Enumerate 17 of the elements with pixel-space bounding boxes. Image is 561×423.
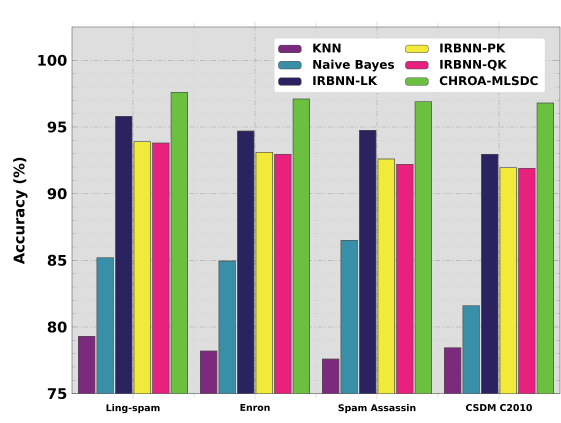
legend-label: IRBNN-QK: [440, 60, 507, 70]
legend-label: IRBNN-PK: [440, 44, 506, 52]
x-tick-label: Ling-spam: [106, 404, 160, 414]
y-tick-label: 95: [48, 121, 66, 133]
y-axis-title: Accuracy (%): [13, 158, 28, 264]
y-tick-label: 85: [48, 254, 66, 266]
x-tick-label: CSDM C2010: [466, 404, 532, 412]
legend-label: CHROA-MLSDC: [440, 76, 538, 86]
x-tick-label: Spam Assassin: [338, 404, 416, 414]
y-tick-label: 90: [48, 188, 67, 200]
legend-label: KNN: [313, 44, 340, 52]
y-tick-label: 80: [48, 321, 67, 333]
y-tick-label: 100: [38, 54, 67, 66]
legend-label: IRBNN-LK: [313, 76, 378, 85]
y-tick-label: 75: [48, 388, 66, 400]
legend-label: Naive Bayes: [313, 60, 394, 72]
x-tick-label: Enron: [240, 404, 270, 411]
